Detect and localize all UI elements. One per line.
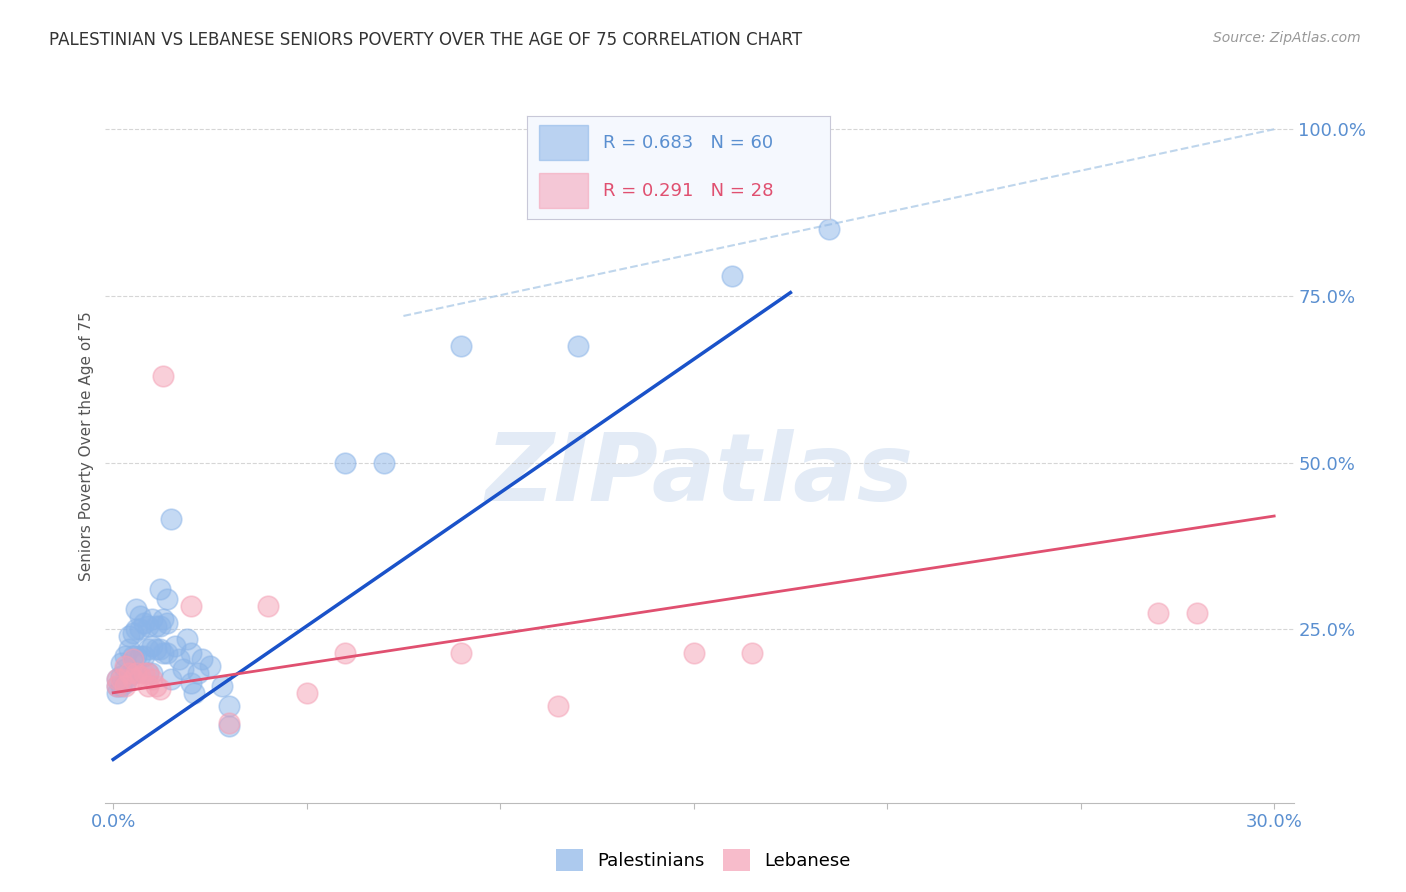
- Point: [118, 665, 141, 680]
- Bar: [540, 125, 588, 160]
- Text: PALESTINIAN VS LEBANESE SENIORS POVERTY OVER THE AGE OF 75 CORRELATION CHART: PALESTINIAN VS LEBANESE SENIORS POVERTY …: [49, 31, 803, 49]
- Point: [218, 719, 240, 733]
- Point: [129, 649, 152, 664]
- Point: [176, 632, 198, 647]
- Point: [145, 679, 167, 693]
- Point: [141, 612, 163, 626]
- Point: [1147, 606, 1170, 620]
- Point: [121, 649, 143, 664]
- Text: Source: ZipAtlas.com: Source: ZipAtlas.com: [1213, 31, 1361, 45]
- Point: [136, 665, 159, 680]
- Point: [136, 642, 159, 657]
- Y-axis label: Seniors Poverty Over the Age of 75: Seniors Poverty Over the Age of 75: [79, 311, 94, 581]
- Point: [114, 649, 136, 664]
- Point: [152, 646, 174, 660]
- Point: [125, 665, 148, 680]
- Point: [191, 652, 214, 666]
- Point: [134, 615, 156, 630]
- Point: [121, 652, 143, 666]
- Point: [567, 339, 589, 353]
- Point: [105, 673, 128, 687]
- Point: [105, 686, 128, 700]
- Point: [160, 673, 183, 687]
- Point: [218, 715, 240, 730]
- Point: [183, 686, 205, 700]
- Point: [114, 679, 136, 693]
- Point: [295, 686, 318, 700]
- Point: [335, 456, 357, 470]
- Point: [129, 609, 152, 624]
- Point: [257, 599, 280, 613]
- Point: [450, 646, 472, 660]
- Bar: [540, 173, 588, 208]
- Point: [105, 679, 128, 693]
- Point: [129, 623, 152, 637]
- Point: [118, 629, 141, 643]
- Point: [114, 659, 136, 673]
- Point: [156, 646, 179, 660]
- Point: [450, 339, 472, 353]
- Point: [110, 673, 132, 687]
- Point: [187, 665, 209, 680]
- Point: [172, 662, 194, 676]
- Point: [145, 619, 167, 633]
- Point: [125, 602, 148, 616]
- Point: [335, 646, 357, 660]
- Text: R = 0.683   N = 60: R = 0.683 N = 60: [603, 134, 773, 152]
- Legend: Palestinians, Lebanese: Palestinians, Lebanese: [548, 842, 858, 879]
- Point: [121, 625, 143, 640]
- Point: [1185, 606, 1208, 620]
- Point: [105, 673, 128, 687]
- Point: [105, 679, 128, 693]
- Point: [156, 592, 179, 607]
- Point: [149, 642, 172, 657]
- Point: [180, 675, 202, 690]
- Point: [134, 665, 156, 680]
- Point: [198, 659, 221, 673]
- Point: [682, 646, 704, 660]
- Point: [180, 599, 202, 613]
- Point: [165, 639, 187, 653]
- Point: [125, 649, 148, 664]
- Point: [136, 665, 159, 680]
- Point: [129, 669, 152, 683]
- Point: [149, 582, 172, 597]
- Point: [156, 615, 179, 630]
- Point: [110, 679, 132, 693]
- Point: [547, 699, 569, 714]
- Point: [114, 675, 136, 690]
- Point: [118, 642, 141, 657]
- Point: [145, 642, 167, 657]
- Point: [118, 669, 141, 683]
- Point: [818, 222, 841, 236]
- Point: [110, 656, 132, 670]
- Point: [218, 699, 240, 714]
- Point: [121, 665, 143, 680]
- Point: [152, 368, 174, 383]
- Point: [167, 652, 190, 666]
- Point: [141, 665, 163, 680]
- Text: R = 0.291   N = 28: R = 0.291 N = 28: [603, 182, 773, 200]
- Point: [160, 512, 183, 526]
- Point: [121, 673, 143, 687]
- Point: [721, 268, 744, 283]
- Point: [152, 612, 174, 626]
- Point: [149, 619, 172, 633]
- Point: [110, 669, 132, 683]
- Point: [114, 662, 136, 676]
- Point: [136, 679, 159, 693]
- Point: [741, 646, 763, 660]
- Point: [134, 649, 156, 664]
- Point: [141, 673, 163, 687]
- Point: [211, 679, 233, 693]
- Point: [373, 456, 395, 470]
- Point: [125, 623, 148, 637]
- Point: [149, 682, 172, 697]
- Point: [180, 646, 202, 660]
- Text: ZIPatlas: ZIPatlas: [485, 428, 914, 521]
- Point: [136, 619, 159, 633]
- Point: [141, 639, 163, 653]
